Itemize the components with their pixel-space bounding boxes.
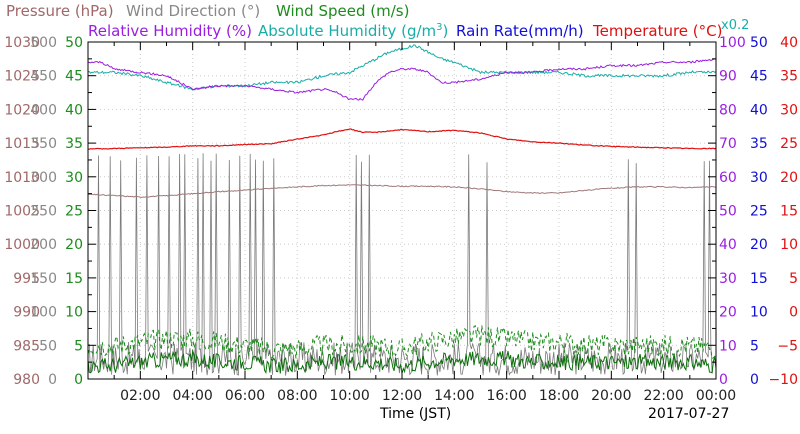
scale-note: x0.2 bbox=[721, 18, 749, 33]
wind-direction-tick-label: 350 bbox=[30, 136, 57, 152]
rain-rate-tick-label: 50 bbox=[750, 35, 768, 51]
rain-rate-tick-label: 20 bbox=[750, 237, 768, 253]
rain-rate-tick-label: 30 bbox=[750, 170, 768, 186]
wind-speed-tick-label: 15 bbox=[65, 271, 83, 287]
y-axis-ticks: 9809859909951000100510101015102010251030… bbox=[4, 35, 798, 388]
temperature-tick-label: 10 bbox=[780, 237, 798, 253]
temperature-tick-label: 20 bbox=[780, 170, 798, 186]
relative-humidity-tick-label: 100 bbox=[719, 35, 746, 51]
temperature-tick-label: 40 bbox=[780, 35, 798, 51]
wind-speed-tick-label: 30 bbox=[65, 170, 83, 186]
wind-direction-tick-label: 300 bbox=[30, 170, 57, 186]
x-tick-label: 18:00 bbox=[539, 388, 579, 404]
pressure-title: Pressure (hPa) bbox=[6, 2, 114, 20]
wind-speed-tick-label: 25 bbox=[65, 204, 83, 220]
relative-humidity-tick-label: 40 bbox=[719, 237, 737, 253]
temperature-title: Temperature (°C) bbox=[592, 22, 722, 40]
rain-rate-tick-label: 0 bbox=[750, 372, 759, 388]
wind-direction-tick-label: 250 bbox=[30, 204, 57, 220]
pressure-tick-label: 985 bbox=[13, 338, 40, 354]
pressure-tick-label: 1010 bbox=[4, 170, 40, 186]
relative-humidity-tick-label: 70 bbox=[719, 136, 737, 152]
chart-titles: Pressure (hPa) Wind Direction (°) Wind S… bbox=[6, 2, 749, 40]
wind-direction-tick-label: 0 bbox=[48, 372, 57, 388]
wind-gust-line bbox=[87, 324, 717, 360]
x-axis-ticks: 02:00 04:00 06:00 08:00 10:00 12:00 14:00 16:00… bbox=[113, 42, 736, 404]
wind-direction-tick-label: 400 bbox=[30, 102, 57, 118]
pressure-tick-label: 1000 bbox=[4, 237, 40, 253]
wind-direction-tick-label: 450 bbox=[30, 69, 57, 85]
x-tick-label: 02:00 bbox=[120, 388, 160, 404]
temperature-line bbox=[87, 128, 717, 150]
temperature-tick-label: −10 bbox=[768, 372, 798, 388]
absolute-humidity-title: Absolute Humidity (g/m3) bbox=[258, 22, 448, 40]
temperature-tick-label: −5 bbox=[777, 338, 798, 354]
rain-rate-tick-label: 25 bbox=[750, 204, 768, 220]
wind-direction-tick-label: 150 bbox=[30, 271, 57, 287]
relative-humidity-tick-label: 90 bbox=[719, 69, 737, 85]
x-tick-label: 16:00 bbox=[486, 388, 526, 404]
relative-humidity-tick-label: 60 bbox=[719, 170, 737, 186]
pressure-tick-label: 990 bbox=[13, 305, 40, 321]
rain-rate-tick-label: 45 bbox=[750, 69, 768, 85]
wind-speed-tick-label: 0 bbox=[74, 372, 83, 388]
wind-direction-title: Wind Direction (°) bbox=[126, 2, 260, 20]
x-tick-label: 10:00 bbox=[329, 388, 369, 404]
pressure-tick-label: 1015 bbox=[4, 136, 40, 152]
pressure-line bbox=[87, 184, 717, 198]
temperature-tick-label: 35 bbox=[780, 69, 798, 85]
wind-speed-tick-label: 10 bbox=[65, 305, 83, 321]
rain-rate-tick-label: 10 bbox=[750, 305, 768, 321]
wind-speed-tick-label: 5 bbox=[74, 338, 83, 354]
wind-speed-tick-label: 20 bbox=[65, 237, 83, 253]
temperature-tick-label: 25 bbox=[780, 136, 798, 152]
temperature-tick-label: 30 bbox=[780, 102, 798, 118]
pressure-tick-label: 995 bbox=[13, 271, 40, 287]
wind-direction-tick-label: 100 bbox=[30, 305, 57, 321]
x-tick-label: 12:00 bbox=[382, 388, 422, 404]
rain-rate-tick-label: 35 bbox=[750, 136, 768, 152]
rain-rate-tick-label: 5 bbox=[750, 338, 759, 354]
temperature-tick-label: 0 bbox=[789, 305, 798, 321]
wind-speed-tick-label: 45 bbox=[65, 69, 83, 85]
pressure-tick-label: 1025 bbox=[4, 69, 40, 85]
pressure-tick-label: 980 bbox=[13, 372, 40, 388]
wind-direction-tick-label: 200 bbox=[30, 237, 57, 253]
relative-humidity-tick-label: 30 bbox=[719, 271, 737, 287]
relative-humidity-line bbox=[87, 58, 717, 101]
relative-humidity-tick-label: 20 bbox=[719, 305, 737, 321]
x-tick-label: 06:00 bbox=[225, 388, 265, 404]
x-axis-label: Time (JST) bbox=[379, 406, 451, 422]
rain-rate-tick-label: 15 bbox=[750, 271, 768, 287]
relative-humidity-tick-label: 50 bbox=[719, 204, 737, 220]
wind-direction-tick-label: 50 bbox=[39, 338, 57, 354]
pressure-tick-label: 1005 bbox=[4, 204, 40, 220]
rain-rate-tick-label: 40 bbox=[750, 102, 768, 118]
relative-humidity-tick-label: 0 bbox=[719, 372, 728, 388]
absolute-humidity-line bbox=[87, 44, 717, 91]
grid bbox=[88, 42, 716, 379]
temperature-tick-label: 5 bbox=[789, 271, 798, 287]
wind-speed-tick-label: 35 bbox=[65, 136, 83, 152]
relative-humidity-tick-label: 10 bbox=[719, 338, 737, 354]
x-tick-label: 20:00 bbox=[591, 388, 631, 404]
wind-speed-title: Wind Speed (m/s) bbox=[276, 2, 409, 20]
x-tick-label: 04:00 bbox=[172, 388, 212, 404]
x-tick-label: 22:00 bbox=[643, 388, 683, 404]
wind-speed-tick-label: 40 bbox=[65, 102, 83, 118]
x-tick-label: 00:00 bbox=[696, 388, 736, 404]
date-label: 2017-07-27 bbox=[648, 406, 729, 422]
wind-direction-tick-label: 500 bbox=[30, 35, 57, 51]
x-tick-label: 14:00 bbox=[434, 388, 474, 404]
wind-speed-tick-label: 50 bbox=[65, 35, 83, 51]
temperature-tick-label: 15 bbox=[780, 204, 798, 220]
relative-humidity-tick-label: 80 bbox=[719, 102, 737, 118]
relative-humidity-title: Relative Humidity (%) bbox=[88, 22, 252, 40]
pressure-tick-label: 1020 bbox=[4, 102, 40, 118]
pressure-tick-label: 1030 bbox=[4, 35, 40, 51]
rain-rate-title: Rain Rate(mm/h) bbox=[456, 22, 584, 40]
x-tick-label: 08:00 bbox=[277, 388, 317, 404]
